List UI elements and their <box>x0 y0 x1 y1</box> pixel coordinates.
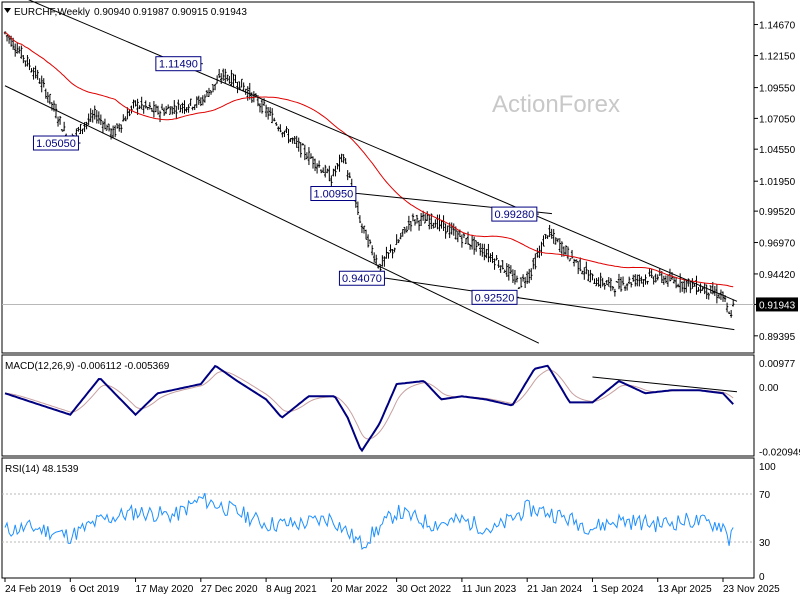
y-tick-label: 1.14670 <box>759 21 796 32</box>
y-tick-label: 0.94420 <box>759 270 796 281</box>
y-tick-label: 0.89395 <box>759 332 796 343</box>
x-tick-label: 20 Mar 2022 <box>331 584 388 595</box>
annotation-box <box>471 289 518 305</box>
macd-line <box>4 364 734 453</box>
pane-frame-macd <box>1 354 755 457</box>
trendline-1[interactable] <box>20 0 738 302</box>
y-tick-label: 1.01950 <box>759 177 796 188</box>
x-tick-label: 27 Dec 2020 <box>201 584 258 595</box>
annotation-label: 1.05050 <box>36 138 76 150</box>
trendline-3[interactable] <box>386 277 735 331</box>
macd-pane <box>4 364 738 453</box>
annotation-box <box>32 135 79 151</box>
rsi-y-tick-label: 0 <box>759 572 765 583</box>
annotation-label: 0.99280 <box>494 209 534 221</box>
rsi-pane <box>4 492 734 551</box>
rsi-y-tick-label: 70 <box>759 490 771 501</box>
annotation-box <box>310 186 357 202</box>
x-tick-label: 23 Nov 2025 <box>723 584 780 595</box>
y-tick-label: 1.07050 <box>759 114 796 125</box>
symbol-label: EURCHF,Weekly <box>14 7 90 18</box>
rsi-y-tick-label: 30 <box>759 538 771 549</box>
macd-y-tick-label: -0.020949 <box>759 447 800 458</box>
y-axes: 1.14670 1.12150 1.09550 1.07050 1.04550 1.019… <box>754 21 800 583</box>
rsi-y-tick-label: 100 <box>759 462 776 473</box>
x-axis: 24 Feb 2019 6 Oct 2019 17 May 2020 27 Dec 2… <box>4 578 780 595</box>
macd-trendline[interactable] <box>592 376 738 393</box>
dropdown-triangle-icon <box>4 8 11 13</box>
rsi-line <box>4 492 734 551</box>
price-pane: 1.11490 1.05050 1.00950 0.99280 0.94070 0.925… <box>3 0 738 344</box>
rsi-label: RSI(14) 48.1539 <box>5 464 79 475</box>
x-tick-label: 1 Sep 2024 <box>592 584 644 595</box>
moving-average-line <box>4 31 734 288</box>
macd-label: MACD(12,26,9) -0.006112 -0.005369 <box>5 361 170 372</box>
trendline-2[interactable] <box>4 85 540 344</box>
annotation-label: 0.92520 <box>475 292 515 304</box>
last-price-label: 0.91943 <box>759 300 796 311</box>
y-tick-label: 1.04550 <box>759 145 796 156</box>
x-tick-label: 30 Oct 2022 <box>397 584 452 595</box>
annotation-label: 1.00950 <box>313 189 353 201</box>
x-tick-label: 21 Jan 2024 <box>527 584 582 595</box>
y-tick-label: 0.96970 <box>759 239 796 250</box>
x-tick-label: 13 Apr 2025 <box>658 584 712 595</box>
x-tick-label: 17 May 2020 <box>136 584 194 595</box>
last-price-tag <box>756 297 798 312</box>
pane-frame-main <box>1 1 755 354</box>
annotation-box <box>155 56 202 72</box>
y-tick-label: 1.09550 <box>759 84 796 95</box>
macd-y-tick-label: 0.00977 <box>759 359 796 370</box>
watermark: ActionForex <box>492 91 620 118</box>
x-tick-label: 11 Jun 2023 <box>462 584 517 595</box>
macd-y-tick-label: 0.00 <box>759 383 779 394</box>
ohlc-readout: 0.90940 0.91987 0.90915 0.91943 <box>94 7 247 18</box>
annotation-box <box>338 270 385 286</box>
annotation-label: 1.11490 <box>159 59 198 71</box>
x-tick-label: 24 Feb 2019 <box>5 584 62 595</box>
y-tick-label: 1.12150 <box>759 52 796 63</box>
x-tick-label: 6 Oct 2019 <box>70 584 119 595</box>
y-tick-label: 0.99520 <box>759 207 796 218</box>
pane-frame-rsi <box>1 457 755 579</box>
annotation-label: 0.94070 <box>342 273 382 285</box>
gridlines <box>2 303 754 543</box>
annotation-box <box>491 206 538 222</box>
x-tick-label: 8 Aug 2021 <box>266 584 317 595</box>
pane-frames <box>1 1 755 579</box>
